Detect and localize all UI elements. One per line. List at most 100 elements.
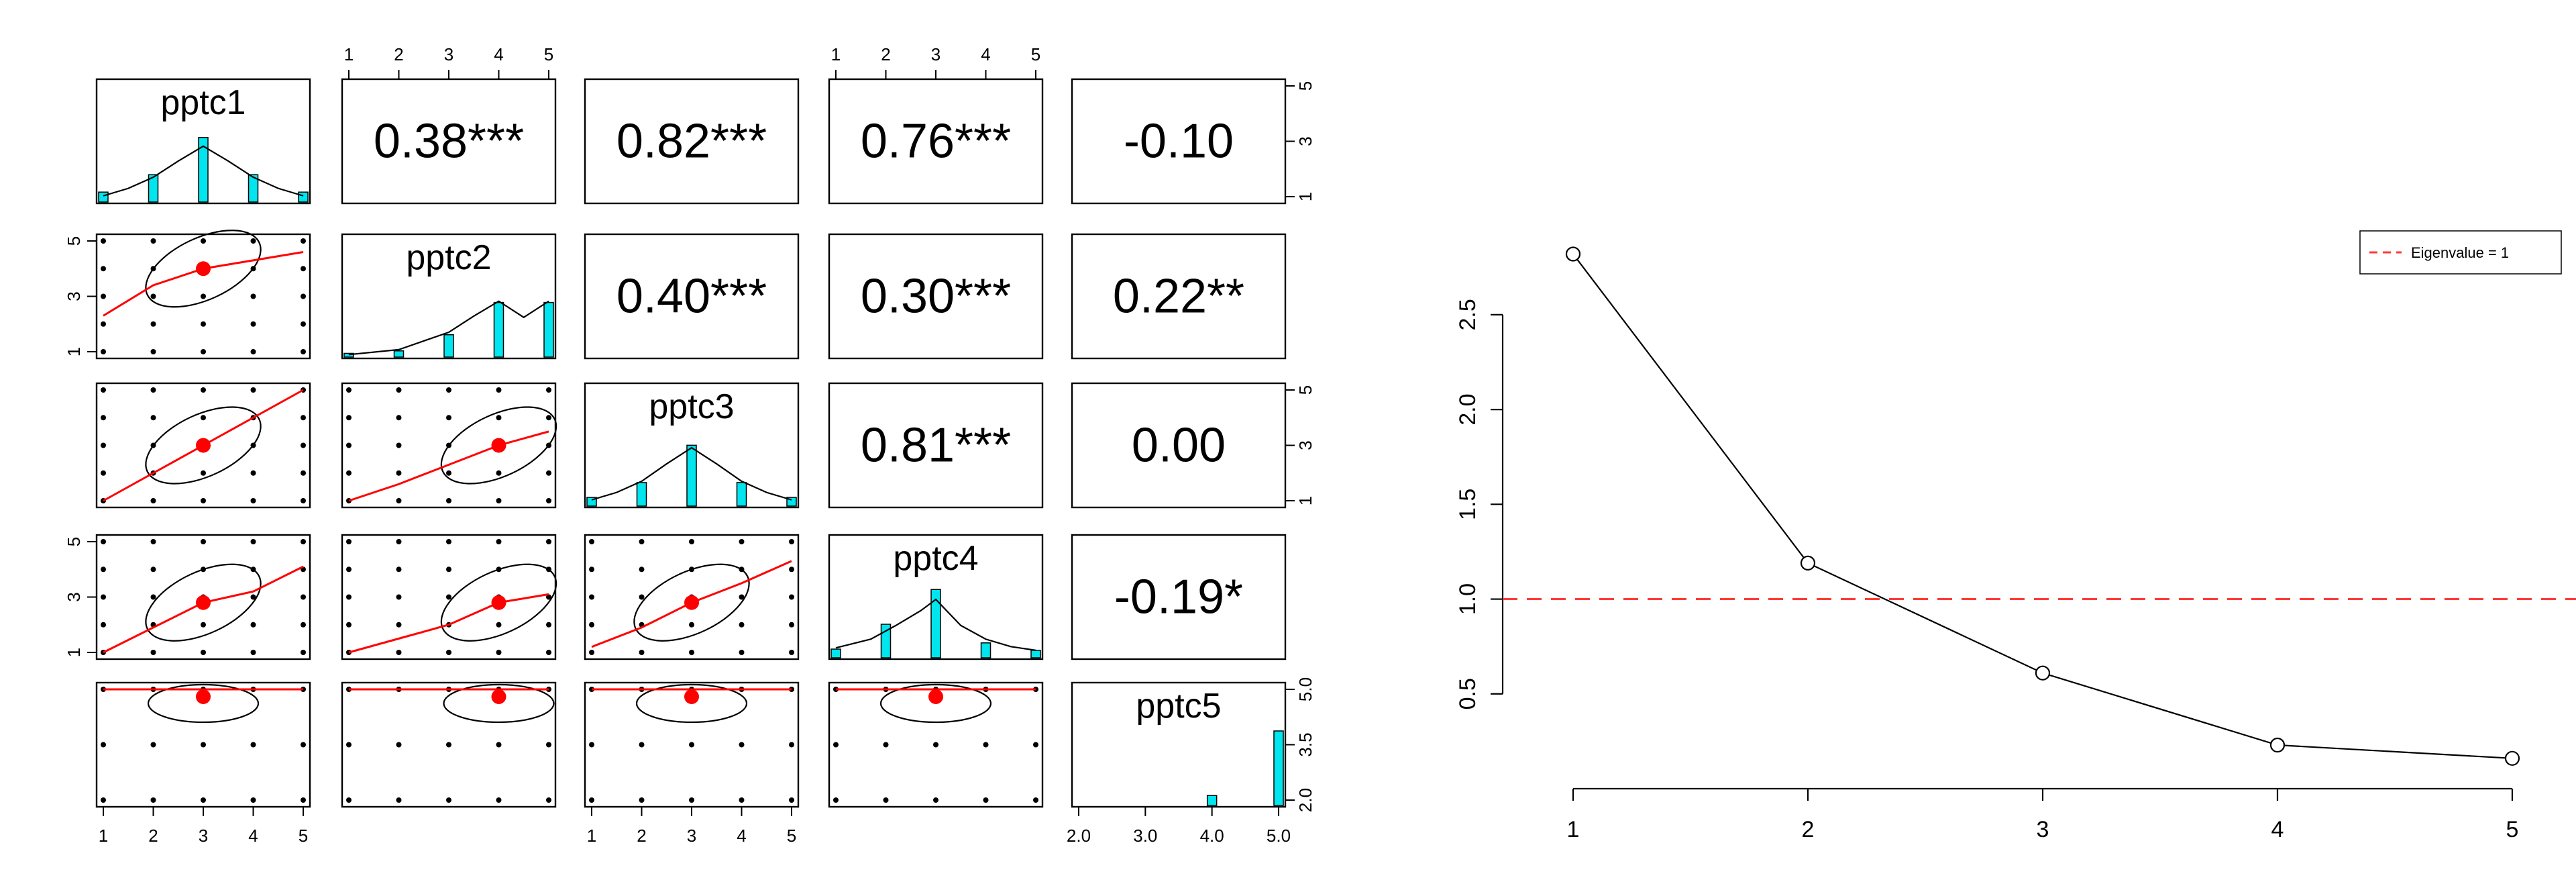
scatter-point (301, 349, 306, 354)
scatter-point (496, 415, 502, 421)
scatter-point (739, 742, 745, 748)
scatter-point (883, 797, 889, 803)
y-axis-tick-label: 2.0 (1455, 393, 1481, 425)
panel-frame (341, 534, 557, 660)
scatter-point (201, 742, 206, 748)
panel-frame (1071, 233, 1287, 360)
panel-frame (584, 78, 800, 205)
legend-entry: Eigenvalue = 1 (2411, 244, 2509, 261)
scatter-point (201, 622, 206, 628)
histogram-bar (393, 350, 405, 358)
axis-tick-label: 3 (199, 826, 208, 846)
x-axis-tick-label: 4 (2271, 817, 2284, 842)
scatter-point (446, 594, 451, 600)
axis-tick-label: 4 (494, 44, 503, 64)
scatter-point (396, 387, 402, 393)
scatter-point (446, 387, 451, 393)
scatter-point (883, 742, 889, 748)
axis-tick-label: 4 (981, 44, 990, 64)
correlation-label: -0.10 (1124, 115, 1234, 168)
axis-tick-label: 5 (64, 236, 84, 246)
scatter-point (739, 539, 745, 544)
scatter-point (150, 498, 156, 503)
panel-frame (828, 382, 1044, 509)
scatter-point (496, 797, 502, 803)
variable-name-label: pptc2 (406, 238, 491, 277)
density-curve (348, 300, 549, 356)
axis-tick-label: 3 (444, 44, 453, 64)
confidence-ellipse (635, 683, 748, 724)
y-axis-tick-label: 1.5 (1455, 489, 1481, 520)
axis-tick-label: 1 (99, 826, 108, 846)
correlation-label: 0.30*** (861, 270, 1011, 324)
scatter-point (150, 349, 156, 354)
scatter-point (639, 650, 645, 655)
scatter-point (689, 539, 694, 544)
axis-tick-label: 1 (1295, 192, 1316, 201)
scatter-point (739, 622, 745, 628)
correlation-label: 0.76*** (861, 115, 1011, 168)
mean-point (196, 261, 211, 277)
axis-tick-label: 1 (64, 347, 84, 356)
scatter-point (250, 650, 256, 655)
scatter-point (150, 415, 156, 421)
scatter-point (346, 742, 352, 748)
histogram-bar (543, 301, 554, 358)
scatter-point (301, 650, 306, 655)
scatter-point (201, 539, 206, 544)
scatter-point (301, 238, 306, 244)
scatter-point (201, 238, 206, 244)
scatter-point (396, 442, 402, 448)
scatter-point (101, 797, 106, 803)
scatter-point (639, 539, 645, 544)
scatter-point (101, 622, 106, 628)
scatter-point (789, 539, 794, 544)
x-axis-tick-label: 5 (2506, 817, 2519, 842)
scatter-point (546, 470, 551, 476)
scatter-point (150, 321, 156, 327)
mean-point (491, 438, 506, 453)
scatter-point (301, 442, 306, 448)
scatter-point (301, 293, 306, 299)
scatter-point (546, 622, 551, 628)
variable-name-label: pptc4 (893, 539, 978, 578)
x-axis-tick-label: 1 (1567, 817, 1580, 842)
scatter-point (396, 594, 402, 600)
scatter-point (150, 594, 156, 600)
scatter-point (833, 742, 839, 748)
axis-tick-label: 5 (64, 537, 84, 546)
scatter-point (201, 293, 206, 299)
mean-point (196, 689, 211, 704)
y-axis-tick-label: 0.5 (1455, 678, 1481, 709)
axis-tick-label: 2 (881, 44, 890, 64)
scatter-point (101, 238, 106, 244)
scatter-point (201, 470, 206, 476)
scatter-point (546, 797, 551, 803)
scatter-point (150, 567, 156, 573)
scatter-point (101, 442, 106, 448)
eigenvalue-point (1565, 246, 1581, 262)
histogram-bar (493, 301, 504, 358)
axis-tick-label: 1 (1295, 496, 1316, 505)
scatter-point (396, 567, 402, 573)
scatter-point (496, 622, 502, 628)
scatter-point (589, 742, 594, 748)
panel-frame (341, 382, 557, 509)
confidence-ellipse (145, 563, 262, 642)
confidence-ellipse (147, 683, 260, 724)
axis-tick-label: 3 (931, 44, 941, 64)
y-axis-tick-label: 1.0 (1455, 583, 1481, 615)
y-axis-tick-label: 2.5 (1455, 299, 1481, 330)
scatter-point (496, 742, 502, 748)
scatter-point (250, 498, 256, 503)
scatter-point (689, 622, 694, 628)
scatter-point (446, 415, 451, 421)
axis-tick-label: 2.0 (1067, 826, 1091, 846)
scatter-point (589, 650, 594, 655)
scatter-point (639, 567, 645, 573)
scatter-point (346, 797, 352, 803)
scatter-point (396, 470, 402, 476)
confidence-ellipse (633, 563, 750, 642)
mean-point (491, 689, 506, 704)
correlation-label: 0.82*** (616, 115, 767, 168)
